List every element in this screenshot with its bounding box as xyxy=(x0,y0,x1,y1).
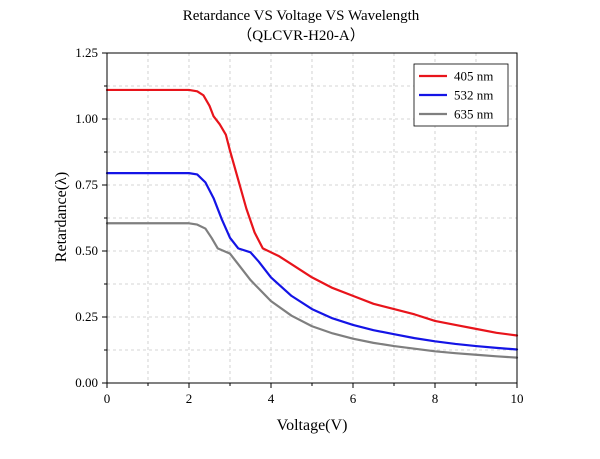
y-tick-label: 1.00 xyxy=(75,111,98,126)
chart-title: Retardance VS Voltage VS Wavelength xyxy=(183,8,420,24)
y-tick-label: 0.50 xyxy=(75,243,98,258)
y-tick-label: 0.00 xyxy=(75,375,98,390)
y-axis-label: Retardance(λ) xyxy=(53,172,70,262)
y-tick-label: 1.25 xyxy=(75,45,98,60)
x-tick-label: 2 xyxy=(186,391,193,406)
series-line-635-nm xyxy=(105,222,519,359)
x-tick-label: 0 xyxy=(104,391,111,406)
x-tick-label: 10 xyxy=(511,391,524,406)
x-tick-label: 6 xyxy=(350,391,357,406)
legend: 405 nm 532 nm 635 nm xyxy=(413,63,509,127)
x-axis-label: Voltage(V) xyxy=(277,417,348,434)
chart-subtitle: （QLCVR-H20-A） xyxy=(237,27,365,44)
tick-labels: 0 2 4 6 8 10 0.00 0.25 0.50 0.75 1.00 1.25 xyxy=(75,45,523,406)
legend-label: 635 nm xyxy=(454,107,493,122)
y-tick-label: 0.75 xyxy=(75,177,98,192)
series-line-405-nm xyxy=(105,88,519,337)
series-lines xyxy=(105,88,519,359)
y-tick-label: 0.25 xyxy=(75,309,98,324)
axes xyxy=(102,52,518,388)
x-tick-label: 4 xyxy=(268,391,275,406)
legend-label: 405 nm xyxy=(454,69,493,84)
legend-label: 532 nm xyxy=(454,88,493,103)
x-tick-label: 8 xyxy=(432,391,439,406)
series-line-532-nm xyxy=(105,172,519,351)
